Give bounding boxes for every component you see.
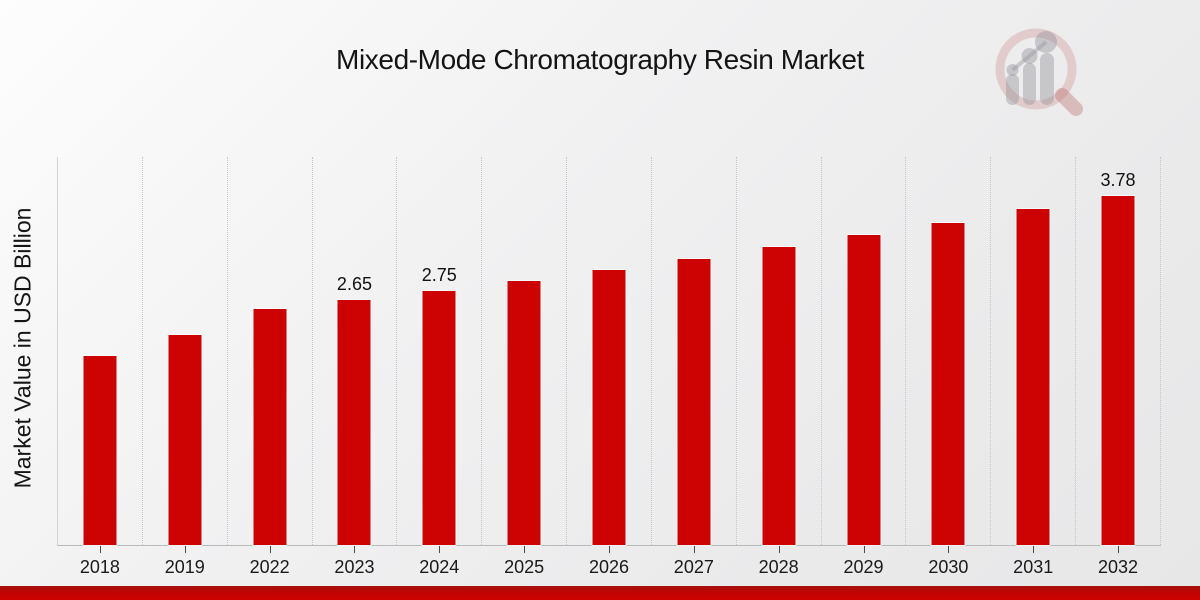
x-axis-tick-2026 — [608, 546, 610, 553]
bar-2022 — [253, 309, 287, 545]
x-axis-label-2023: 2023 — [334, 557, 375, 577]
bar-2018 — [83, 355, 117, 545]
category-cell-2018: 2018 — [58, 157, 143, 577]
bar-2031 — [1016, 208, 1050, 545]
bar-value-label-2023: 2.65 — [336, 274, 372, 295]
x-axis-tick-2028 — [778, 546, 780, 553]
x-axis-label-2027: 2027 — [673, 557, 714, 577]
x-axis-label-2019: 2019 — [164, 557, 205, 577]
bar-2032 — [1101, 195, 1135, 545]
y-axis-label: Market Value in USD Billion — [9, 207, 36, 489]
x-axis-label-2031: 2031 — [1013, 557, 1054, 577]
category-cell-2019: 2019 — [143, 157, 228, 577]
x-axis-label-2028: 2028 — [758, 557, 799, 577]
category-cell-2031: 2031 — [991, 157, 1077, 577]
category-cell-2022: 2022 — [228, 157, 313, 577]
x-axis-tick-2024 — [439, 546, 441, 553]
bar-2025 — [507, 280, 541, 545]
category-cell-2030: 2030 — [906, 157, 992, 577]
x-axis-label-2018: 2018 — [79, 557, 120, 577]
magnifier-bar-chart-icon — [995, 28, 1083, 116]
x-axis-label-2022: 2022 — [249, 557, 290, 577]
category-cell-2032: 3.78 2032 — [1076, 157, 1161, 577]
x-axis-label-2026: 2026 — [588, 557, 630, 577]
x-axis-tick-2031 — [1033, 546, 1035, 553]
x-axis-tick-2023 — [354, 546, 356, 553]
plot-area: 2018 2019 2022 2.65 2023 2.75 2024 2025 2026 2027… — [57, 157, 1161, 577]
bar-2019 — [168, 335, 202, 545]
category-cell-2028: 2028 — [737, 157, 822, 577]
x-axis-label-2025: 2025 — [504, 557, 545, 577]
category-cell-2029: 2029 — [822, 157, 907, 577]
footer-accent-bar — [0, 586, 1200, 600]
x-axis-tick-2032 — [1118, 546, 1120, 553]
x-axis-label-2029: 2029 — [843, 557, 884, 577]
category-cell-2023: 2.65 2023 — [313, 157, 398, 577]
x-axis-tick-2019 — [184, 546, 186, 553]
x-axis-label-2030: 2030 — [928, 557, 969, 577]
category-cell-2025: 2025 — [482, 157, 568, 577]
bar-2024 — [422, 291, 456, 545]
category-cell-2024: 2.75 2024 — [397, 157, 483, 577]
category-cell-2026: 2026 — [567, 157, 652, 577]
category-cell-2027: 2027 — [652, 157, 737, 577]
chart-title: Mixed-Mode Chromatography Resin Market — [336, 44, 864, 75]
bar-2026 — [592, 269, 626, 545]
x-axis-tick-2029 — [863, 546, 865, 553]
brand-logo — [986, 22, 1090, 120]
bar-2028 — [762, 246, 796, 545]
x-axis-label-2032: 2032 — [1098, 557, 1139, 577]
bar-2029 — [847, 234, 881, 545]
bar-2027 — [677, 258, 711, 545]
bar-value-label-2032: 3.78 — [1100, 169, 1136, 190]
x-axis-tick-2025 — [524, 546, 526, 553]
bar-value-label-2024: 2.75 — [421, 265, 457, 285]
x-axis-tick-2027 — [693, 546, 695, 553]
x-axis-label-2024: 2024 — [419, 557, 460, 577]
x-axis-tick-2030 — [948, 546, 950, 553]
x-axis-tick-2022 — [269, 546, 271, 553]
x-axis-tick-2018 — [99, 546, 101, 553]
bar-2030 — [931, 222, 965, 545]
bar-2023 — [337, 300, 371, 545]
